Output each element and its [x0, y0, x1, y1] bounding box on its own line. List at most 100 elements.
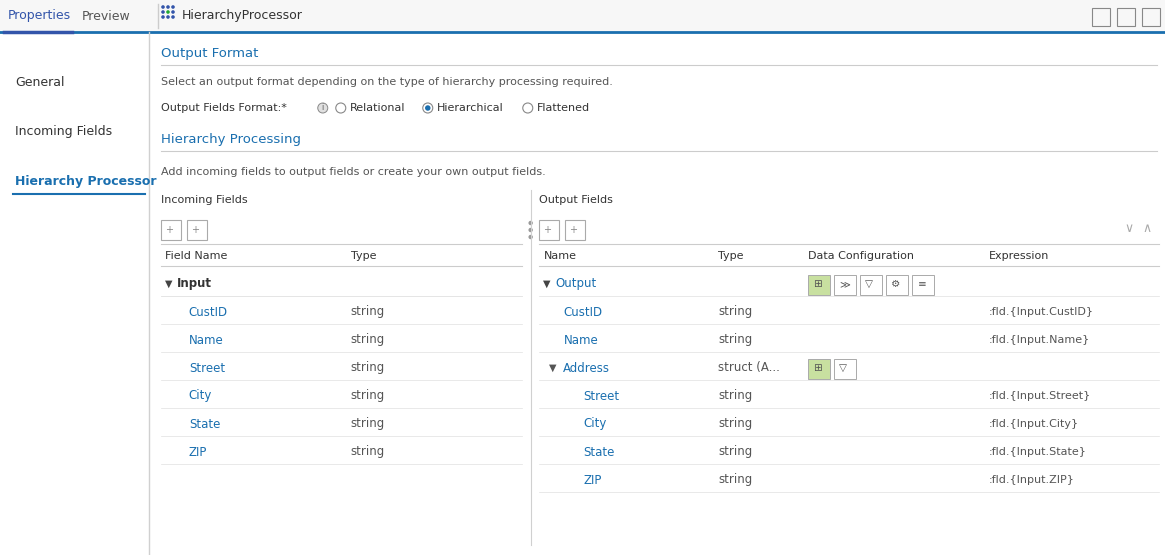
Text: string: string: [351, 334, 384, 346]
Circle shape: [171, 15, 175, 19]
Circle shape: [523, 103, 532, 113]
Bar: [565, 220, 585, 240]
Bar: [186, 220, 206, 240]
Text: General: General: [15, 75, 64, 88]
Text: Name: Name: [564, 334, 598, 346]
Circle shape: [167, 10, 170, 14]
Circle shape: [529, 221, 532, 225]
Text: Output: Output: [556, 278, 596, 290]
Text: Output Fields Format:*: Output Fields Format:*: [161, 103, 287, 113]
Text: string: string: [351, 446, 384, 458]
Text: string: string: [719, 473, 753, 487]
Text: State: State: [584, 446, 615, 458]
Circle shape: [167, 5, 170, 9]
Text: string: string: [351, 417, 384, 431]
Text: +: +: [164, 225, 172, 235]
Text: HierarchyProcessor: HierarchyProcessor: [182, 9, 303, 23]
Bar: [834, 359, 856, 379]
Circle shape: [423, 103, 432, 113]
Text: CustID: CustID: [189, 305, 228, 319]
Text: +: +: [191, 225, 199, 235]
Circle shape: [161, 15, 164, 19]
Text: ⚙: ⚙: [891, 279, 901, 289]
Text: Output Format: Output Format: [161, 48, 259, 60]
Text: Select an output format depending on the type of hierarchy processing required.: Select an output format depending on the…: [161, 77, 613, 87]
Text: Add incoming fields to output fields or create your own output fields.: Add incoming fields to output fields or …: [161, 167, 545, 177]
Bar: [1092, 8, 1110, 26]
Text: Hierarchy Processing: Hierarchy Processing: [161, 134, 301, 147]
Text: :fld.{Input.Street}: :fld.{Input.Street}: [988, 391, 1090, 401]
Text: :fld.{Input.State}: :fld.{Input.State}: [988, 447, 1086, 457]
Text: Field Name: Field Name: [164, 251, 227, 261]
Text: Type: Type: [351, 251, 376, 261]
Bar: [1117, 8, 1135, 26]
Text: ▽: ▽: [840, 363, 847, 373]
Text: ▼: ▼: [543, 279, 551, 289]
Text: City: City: [189, 390, 212, 402]
Text: Preview: Preview: [82, 9, 130, 23]
Bar: [539, 220, 559, 240]
Bar: [0, 0, 1165, 32]
Text: Address: Address: [564, 361, 610, 375]
Text: ▼: ▼: [164, 279, 172, 289]
Bar: [834, 275, 856, 295]
Text: string: string: [351, 305, 384, 319]
Text: ▽: ▽: [866, 279, 874, 289]
Circle shape: [529, 235, 532, 239]
Text: Output Fields: Output Fields: [539, 195, 613, 205]
Text: Data Configuration: Data Configuration: [809, 251, 915, 261]
Text: Hierarchy Processor: Hierarchy Processor: [15, 175, 156, 189]
Text: :fld.{Input.Name}: :fld.{Input.Name}: [988, 335, 1089, 345]
Text: i: i: [322, 103, 324, 113]
Text: State: State: [189, 417, 220, 431]
Text: Hierarchical: Hierarchical: [437, 103, 503, 113]
Text: Street: Street: [189, 361, 225, 375]
Text: ⊞: ⊞: [813, 279, 822, 289]
Text: string: string: [719, 390, 753, 402]
Circle shape: [336, 103, 346, 113]
Bar: [161, 220, 181, 240]
Text: string: string: [351, 390, 384, 402]
Text: Properties: Properties: [8, 9, 71, 23]
Text: Relational: Relational: [350, 103, 405, 113]
Text: Name: Name: [543, 251, 577, 261]
Bar: [1142, 8, 1160, 26]
Text: Incoming Fields: Incoming Fields: [161, 195, 247, 205]
Text: ∨: ∨: [1124, 221, 1134, 235]
Bar: [912, 275, 934, 295]
Text: Flattened: Flattened: [537, 103, 589, 113]
Circle shape: [425, 105, 431, 111]
Text: :fld.{Input.ZIP}: :fld.{Input.ZIP}: [988, 475, 1074, 485]
Circle shape: [161, 5, 164, 9]
Text: Type: Type: [719, 251, 744, 261]
Circle shape: [171, 5, 175, 9]
Text: ZIP: ZIP: [189, 446, 207, 458]
Text: Input: Input: [177, 278, 212, 290]
Text: ≫: ≫: [840, 279, 850, 289]
Text: string: string: [351, 361, 384, 375]
Circle shape: [318, 103, 327, 113]
Text: string: string: [719, 446, 753, 458]
Text: Expression: Expression: [988, 251, 1048, 261]
Bar: [809, 359, 831, 379]
Bar: [887, 275, 909, 295]
Text: CustID: CustID: [564, 305, 602, 319]
Text: string: string: [719, 305, 753, 319]
Text: ∧: ∧: [1143, 221, 1152, 235]
Circle shape: [171, 10, 175, 14]
Text: :fld.{Input.City}: :fld.{Input.City}: [988, 419, 1079, 429]
Text: +: +: [543, 225, 551, 235]
Text: Street: Street: [584, 390, 620, 402]
Bar: [809, 275, 831, 295]
Circle shape: [167, 15, 170, 19]
Text: ≡: ≡: [917, 279, 926, 289]
Text: string: string: [719, 417, 753, 431]
Text: ▼: ▼: [550, 363, 557, 373]
Circle shape: [161, 10, 164, 14]
Bar: [861, 275, 882, 295]
Text: ⊞: ⊞: [813, 363, 822, 373]
Text: ZIP: ZIP: [584, 473, 602, 487]
Text: struct (A...: struct (A...: [719, 361, 781, 375]
Text: Incoming Fields: Incoming Fields: [15, 125, 112, 139]
Text: string: string: [719, 334, 753, 346]
